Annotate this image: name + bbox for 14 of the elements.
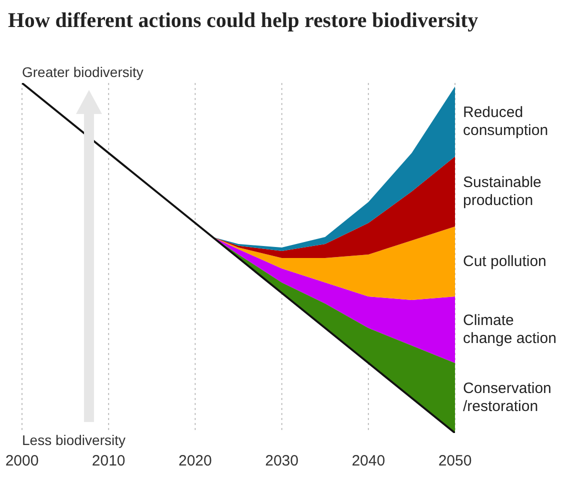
x-tick-label: 2030 <box>265 452 298 470</box>
x-tick-label: 2040 <box>352 452 386 470</box>
x-tick-label: 2000 <box>5 452 39 470</box>
series-label: Cut pollution <box>463 252 548 270</box>
series-label: Climate change action <box>463 312 558 348</box>
text: Greater biodiversity <box>22 64 144 80</box>
annotation: Less biodiversity <box>22 432 126 448</box>
chart-title: How different actions could help restore biodiversity <box>8 8 478 33</box>
x-tick-label: 2050 <box>438 452 472 470</box>
x-tick-label: 2020 <box>178 452 212 470</box>
series-label: Conservation /restoration <box>463 380 552 416</box>
x-tick-label: 2010 <box>92 452 126 470</box>
series-label: Sustainable production <box>463 174 542 210</box>
series-label: Reduced consumption <box>463 104 550 140</box>
